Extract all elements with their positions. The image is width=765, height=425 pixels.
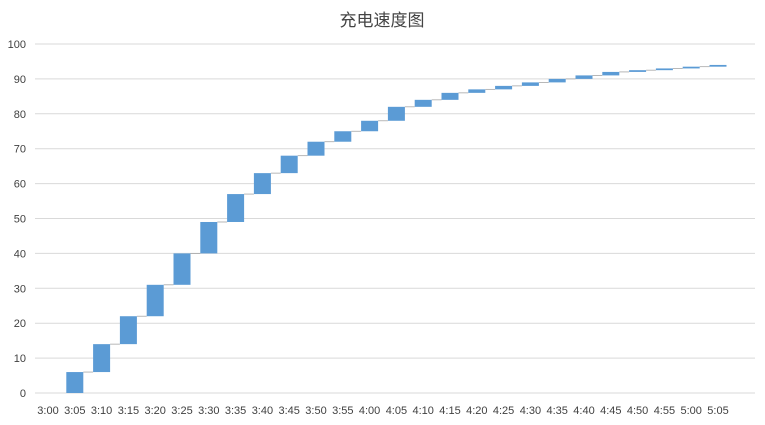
y-tick-label: 90	[14, 74, 26, 86]
x-tick-label: 4:40	[573, 405, 594, 417]
waterfall-bar	[66, 372, 84, 393]
waterfall-bar	[521, 82, 539, 86]
x-tick-label: 3:25	[171, 405, 192, 417]
x-tick-label: 3:05	[64, 405, 85, 417]
x-tick-label: 3:00	[37, 405, 58, 417]
x-tick-label: 3:55	[332, 405, 353, 417]
waterfall-bar	[548, 78, 566, 83]
y-axis-ticks: 0 10 20 30 40 50 60 70 80 90 100	[8, 39, 26, 400]
waterfall-bar	[387, 106, 405, 121]
waterfall-bar	[146, 284, 164, 317]
waterfall-bar	[253, 173, 271, 195]
x-tick-label: 5:05	[707, 405, 728, 417]
x-tick-label: 4:45	[600, 405, 621, 417]
x-tick-label: 5:00	[680, 405, 701, 417]
x-tick-label: 4:10	[412, 405, 433, 417]
x-tick-label: 4:05	[386, 405, 407, 417]
y-tick-label: 70	[14, 144, 26, 156]
waterfall-bar	[227, 194, 245, 222]
x-axis-ticks: 3:00 3:05 3:10 3:15 3:20 3:25 3:30 3:35 3:40 3:45…	[37, 405, 728, 417]
x-tick-label: 4:25	[493, 405, 514, 417]
waterfall-bar	[468, 89, 486, 93]
waterfall-bar	[709, 64, 727, 67]
waterfall-bar	[173, 253, 191, 285]
bars	[66, 64, 727, 393]
x-tick-label: 4:00	[359, 405, 380, 417]
y-tick-label: 50	[14, 214, 26, 226]
y-tick-label: 10	[14, 353, 26, 365]
y-tick-label: 60	[14, 179, 26, 191]
waterfall-bar	[682, 66, 700, 69]
connector-lines	[83, 66, 710, 373]
waterfall-bar	[629, 70, 647, 72]
y-tick-label: 80	[14, 109, 26, 121]
waterfall-bar	[441, 92, 459, 100]
waterfall-bar	[93, 344, 111, 373]
waterfall-bar	[119, 316, 137, 345]
x-tick-label: 3:45	[278, 405, 299, 417]
x-tick-label: 3:40	[252, 405, 273, 417]
gridlines	[35, 43, 755, 394]
x-tick-label: 3:30	[198, 405, 219, 417]
x-tick-label: 4:30	[520, 405, 541, 417]
chart-title: 充电速度图	[340, 11, 425, 31]
waterfall-bar	[280, 155, 298, 174]
x-tick-label: 3:50	[305, 405, 326, 417]
waterfall-bar	[361, 120, 379, 132]
y-tick-label: 0	[20, 388, 26, 400]
x-tick-label: 3:10	[91, 405, 112, 417]
y-tick-label: 20	[14, 318, 26, 330]
waterfall-bar	[200, 221, 218, 254]
y-tick-label: 30	[14, 283, 26, 295]
x-tick-label: 3:20	[144, 405, 165, 417]
waterfall-bar	[495, 85, 513, 90]
x-tick-label: 4:15	[439, 405, 460, 417]
waterfall-bar	[575, 75, 593, 79]
x-tick-label: 4:55	[654, 405, 675, 417]
x-tick-label: 4:20	[466, 405, 487, 417]
waterfall-bar	[655, 68, 673, 71]
x-tick-label: 3:15	[118, 405, 139, 417]
waterfall-bar	[414, 99, 432, 107]
waterfall-bar	[602, 71, 620, 76]
x-tick-label: 4:50	[627, 405, 648, 417]
x-tick-label: 4:35	[546, 405, 567, 417]
y-tick-label: 40	[14, 248, 26, 260]
y-tick-label: 100	[8, 39, 26, 51]
waterfall-bar	[334, 131, 352, 142]
x-tick-label: 3:35	[225, 405, 246, 417]
waterfall-bar	[307, 141, 325, 156]
